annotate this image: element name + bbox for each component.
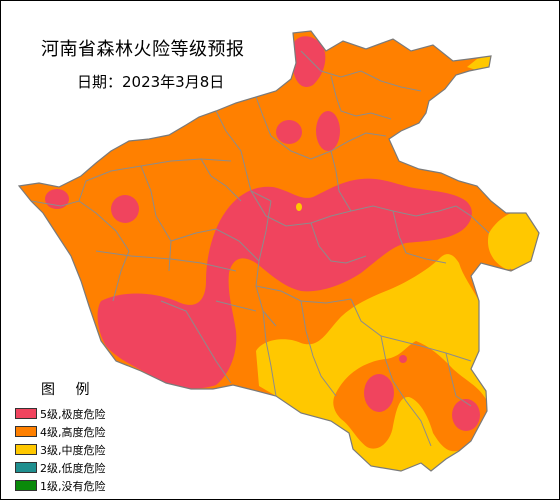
zone-level5-central (97, 178, 472, 389)
legend-label-level5: 5级,极度危险 (40, 407, 106, 421)
zone-level5-spot-west2 (111, 195, 139, 223)
legend-label-level4: 4级,高度危险 (40, 425, 106, 439)
legend-item-level1: 1级,没有危险 (15, 477, 155, 494)
legend-swatch-level5 (15, 408, 37, 419)
legend-swatch-level1 (15, 480, 37, 491)
legend-label-level1: 1级,没有危险 (40, 479, 106, 493)
legend-swatch-level3 (15, 444, 37, 455)
map-title: 河南省森林火险等级预报 (41, 39, 245, 60)
legend-title: 图 例 (41, 382, 98, 398)
zone-level5-spot-a (276, 120, 302, 144)
legend-label-level3: 3级,中度危险 (40, 443, 106, 457)
province-outline (17, 30, 540, 472)
legend-item-level5: 5级,极度危险 (15, 405, 155, 422)
zone-level5-spot-south (364, 374, 394, 412)
legend-swatch-level4 (15, 426, 37, 437)
legend: 图 例 5级,极度危险 4级,高度危险 3级,中度危险 2级,低度危险 1级,没… (15, 379, 155, 495)
zone-level5-spot-west (45, 189, 69, 209)
zone-level5-spot-southeast (452, 399, 480, 431)
zone-level3-dot (296, 203, 302, 211)
legend-swatch-level2 (15, 462, 37, 473)
zone-level5-spot-b (316, 111, 340, 151)
map-date: 日期：2023年3月8日 (77, 73, 225, 91)
legend-item-level4: 4级,高度危险 (15, 423, 155, 440)
zone-level5-spot-small (399, 355, 407, 363)
legend-label-level2: 2级,低度危险 (40, 461, 106, 475)
legend-item-level2: 2级,低度危险 (15, 459, 155, 476)
zone-level4-south (333, 341, 488, 452)
legend-item-level3: 3级,中度危险 (15, 441, 155, 458)
zone-level5-north-tip (291, 36, 326, 88)
zone-level3-east (488, 211, 539, 270)
